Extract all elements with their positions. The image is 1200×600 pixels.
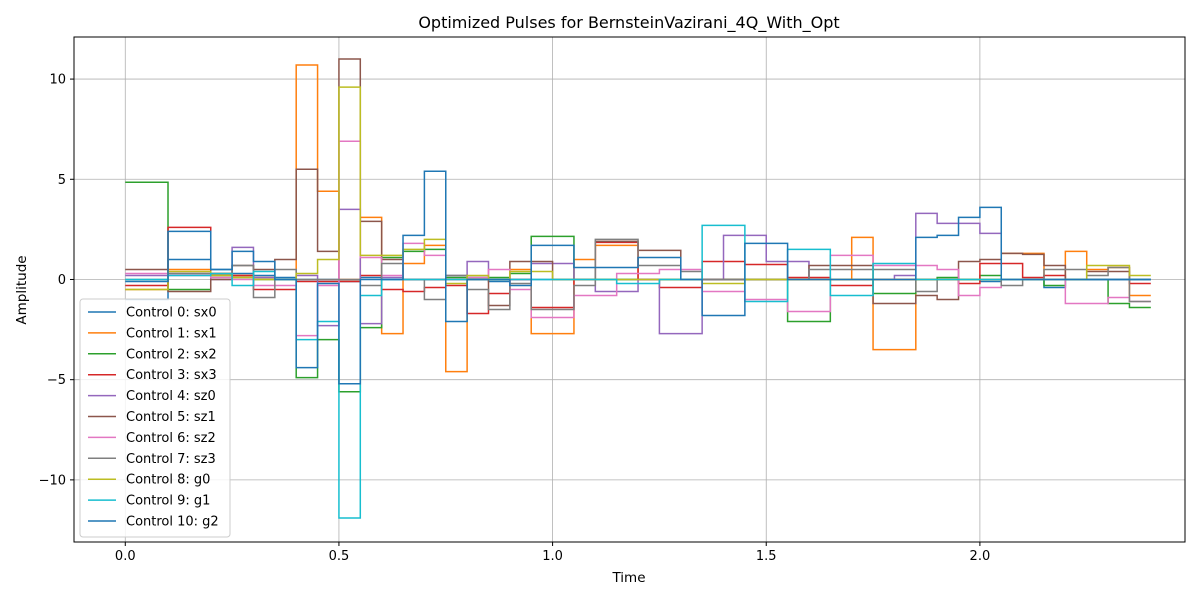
- series-line-10: [125, 170, 1151, 385]
- x-tick-label: 1.5: [756, 549, 777, 564]
- y-tick-label: 0: [58, 273, 66, 288]
- legend-label: Control 6: sz2: [126, 431, 216, 446]
- legend-label: Control 0: sx0: [126, 306, 217, 321]
- legend-label: Control 10: g2: [126, 515, 219, 530]
- series-lines: [125, 58, 1151, 519]
- x-tick-label: 1.0: [542, 549, 563, 564]
- y-tick-label: 5: [58, 173, 66, 188]
- y-tick-label: −5: [47, 373, 66, 388]
- legend-label: Control 1: sx1: [126, 326, 217, 341]
- legend-label: Control 3: sx3: [126, 368, 217, 383]
- y-axis-label: Amplitude: [14, 255, 30, 324]
- legend-label: Control 4: sz0: [126, 389, 216, 404]
- legend: Control 0: sx0 Control 1: sx1 Control 2: s…: [79, 298, 231, 538]
- series-line-7: [125, 238, 1151, 311]
- legend-box: [79, 298, 231, 538]
- x-tick-label: 0.0: [115, 549, 136, 564]
- y-tick-label: 10: [49, 73, 66, 88]
- x-tick-label: 0.5: [329, 549, 350, 564]
- legend-label: Control 5: sz1: [126, 410, 216, 425]
- series-line-1: [125, 64, 1151, 373]
- y-tick-label: −10: [39, 473, 66, 488]
- legend-label: Control 8: g0: [126, 473, 210, 488]
- legend-label: Control 2: sx2: [126, 347, 217, 362]
- series-line-6: [125, 140, 1151, 337]
- legend-label: Control 9: g1: [126, 494, 210, 509]
- axis-ticks: 0.0 0.5 1.0 1.5 2.0 −10 −5 0 5 10: [39, 73, 991, 564]
- plot-frame: [73, 36, 1186, 543]
- legend-label: Control 7: sz3: [126, 452, 216, 467]
- legend-items: Control 0: sx0 Control 1: sx1 Control 2: s…: [88, 306, 219, 530]
- x-axis-label: Time: [611, 570, 645, 586]
- x-tick-label: 2.0: [970, 549, 991, 564]
- grid-lines: [74, 37, 1185, 542]
- chart-title: Optimized Pulses for BernsteinVazirani_4…: [418, 13, 839, 33]
